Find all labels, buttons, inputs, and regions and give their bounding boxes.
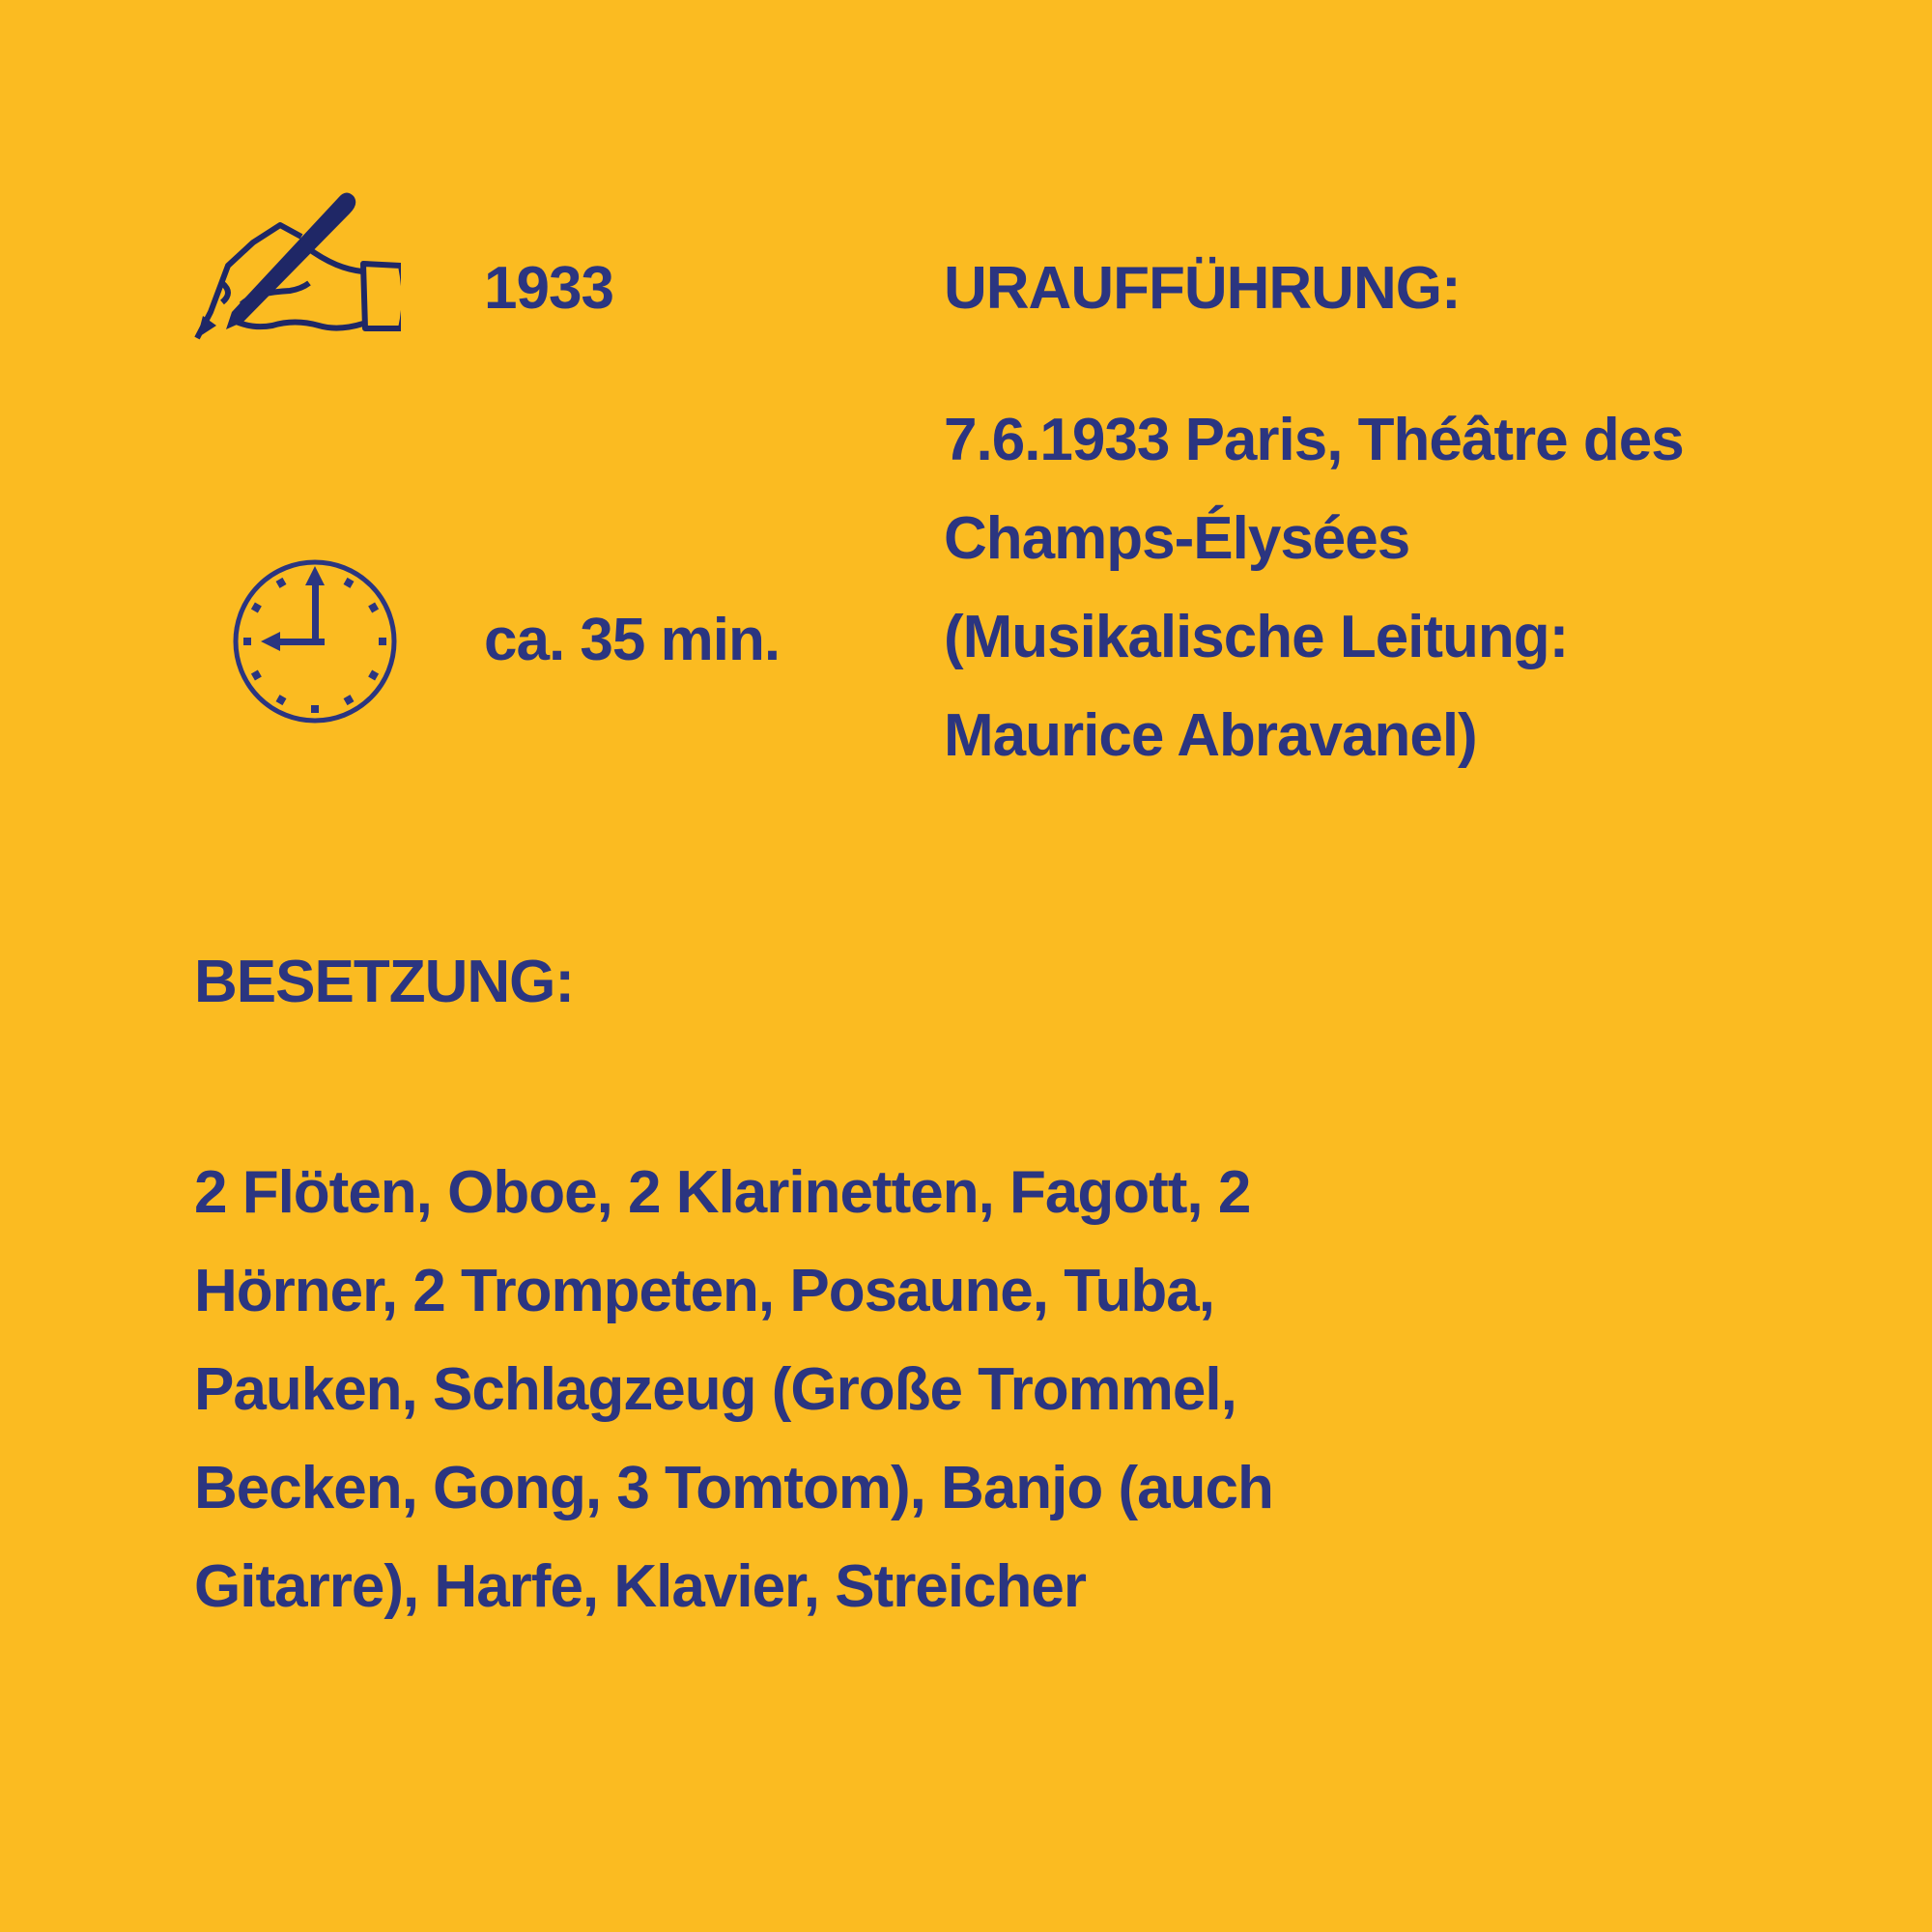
clock-tick <box>275 577 287 588</box>
clock-tick <box>343 695 355 706</box>
clock-tick <box>250 669 262 681</box>
clock-tick <box>311 705 319 713</box>
clock-tick <box>243 638 251 645</box>
premiere-line: (Musikalische Leitung: <box>944 604 1569 670</box>
writing-hand-icon <box>194 192 401 340</box>
premiere-line: Champs-Élysées <box>944 505 1410 572</box>
clock-icon <box>233 559 397 724</box>
premiere-heading: URAUFFÜHRUNG: <box>944 255 1462 322</box>
premiere-line: Maurice Abravanel) <box>944 702 1478 769</box>
premiere-line: 7.6.1933 Paris, Théâtre des <box>944 407 1685 473</box>
duration-text: ca. 35 min. <box>484 607 781 673</box>
clock-tick <box>368 669 380 681</box>
clock-tick <box>368 602 380 613</box>
instrumentation-line: Pauken, Schlagzeug (Große Trommel, <box>194 1356 1237 1423</box>
instrumentation-line: Gitarre), Harfe, Klavier, Streicher <box>194 1553 1087 1620</box>
clock-tick <box>250 602 262 613</box>
clock-tick <box>275 695 287 706</box>
instrumentation-line: Hörner, 2 Trompeten, Posaune, Tuba, <box>194 1258 1215 1324</box>
clock-tick <box>343 577 355 588</box>
clock-tick <box>379 638 386 645</box>
instrumentation-heading: BESETZUNG: <box>194 949 575 1015</box>
instrumentation-line: 2 Flöten, Oboe, 2 Klarinetten, Fagott, 2 <box>194 1159 1251 1226</box>
composition-year: 1933 <box>484 255 614 322</box>
instrumentation-line: Becken, Gong, 3 Tomtom), Banjo (auch <box>194 1455 1274 1521</box>
